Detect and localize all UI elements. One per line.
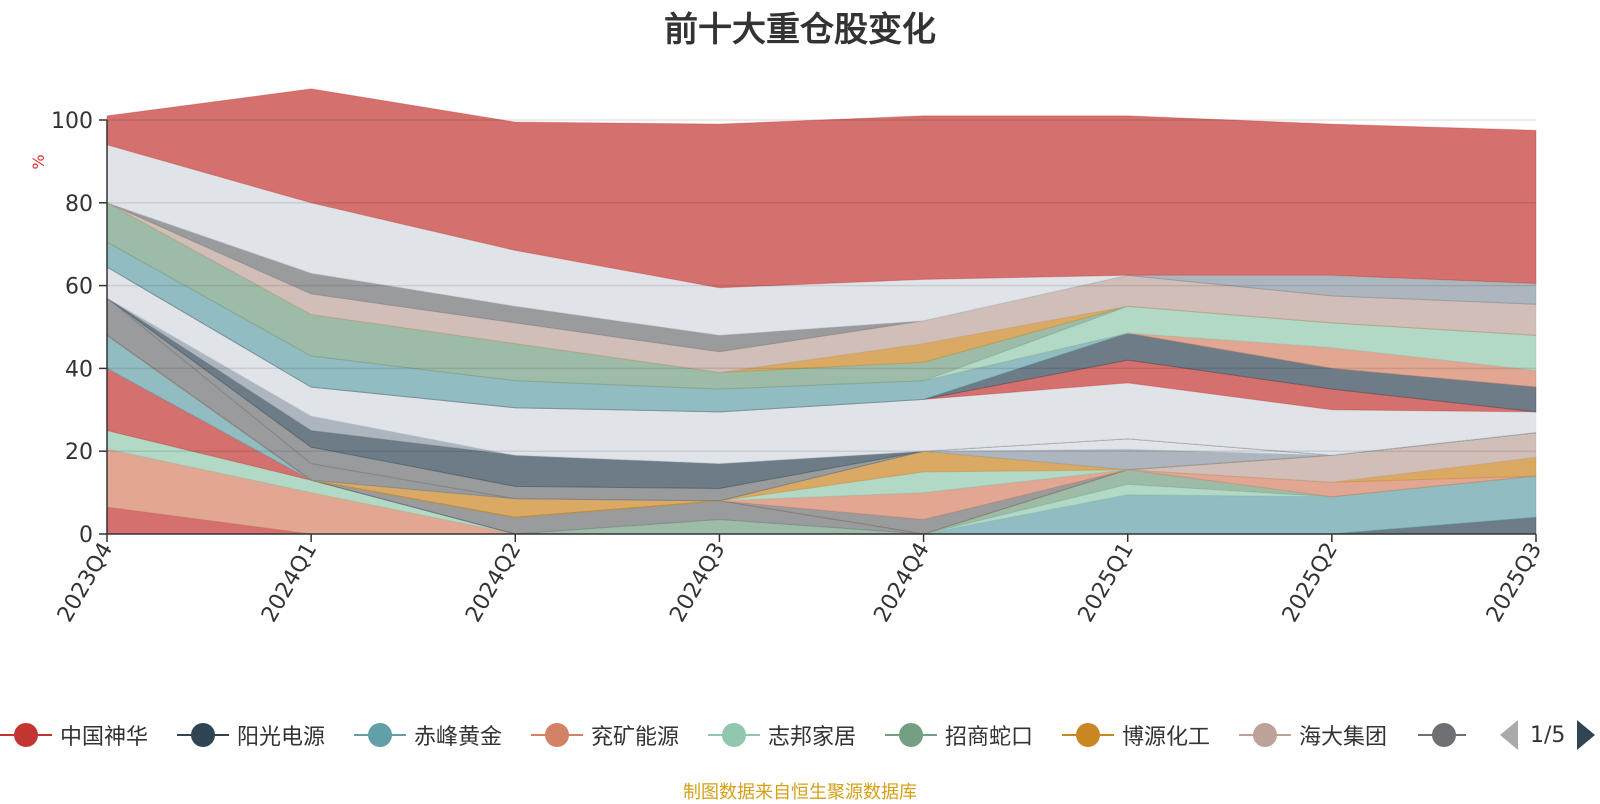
legend: 中国神华 阳光电源 赤峰黄金 兖矿能源 志邦家居 招商蛇口 博源化工 海大集团 i <box>0 715 1600 755</box>
legend-item-label: 招商蛇口 <box>945 725 1034 750</box>
y-tick-label: 0 <box>79 523 93 548</box>
legend-item-label: 志邦家居 <box>768 725 857 750</box>
grid-lines <box>107 119 1536 452</box>
legend-item-label: 中国神华 <box>60 725 149 750</box>
x-tick-label: 2025Q2 <box>1278 539 1343 627</box>
area-band-23[interactable] <box>106 296 1537 502</box>
legend-item-label: 兖矿能源 <box>591 725 680 750</box>
area-band-35[interactable] <box>106 202 1537 374</box>
legend-item[interactable]: 阳光电源 <box>177 715 325 755</box>
x-tick-label: 2024Q2 <box>461 539 526 627</box>
legend-item[interactable]: 招商蛇口 <box>885 715 1033 755</box>
legend-marker-icon <box>1432 723 1456 747</box>
x-tick-label: 2024Q4 <box>869 539 934 627</box>
legend-item[interactable]: 志邦家居 <box>708 715 856 755</box>
area-band-39[interactable] <box>106 88 1537 289</box>
legend-item-label: 赤峰黄金 <box>414 725 503 750</box>
y-tick-label: 60 <box>65 275 93 300</box>
legend-marker-icon <box>545 723 569 747</box>
legend-marker-icon <box>191 723 215 747</box>
area-band-37[interactable] <box>106 202 1537 336</box>
stacked-area-chart: 0 20 40 60 80 100 2023Q4 2024Q1 2024Q2 2024Q3 2024… <box>29 88 1547 627</box>
legend-pager: 1/5 <box>1500 719 1596 751</box>
legend-item[interactable]: 中国神华 <box>0 715 148 755</box>
area-band-31[interactable] <box>106 241 1537 390</box>
area-band-30[interactable] <box>106 241 1537 413</box>
legend-item[interactable]: 兖矿能源 <box>531 715 679 755</box>
legend-item[interactable]: 赤峰黄金 <box>354 715 502 755</box>
legend-next-page-icon[interactable] <box>1577 720 1596 750</box>
x-tick-label: 2024Q1 <box>257 539 322 627</box>
y-tick-label: 100 <box>51 109 93 134</box>
legend-item-label: 海大集团 <box>1299 725 1388 750</box>
chart-title: 前十大重仓股变化 <box>664 10 936 50</box>
x-tick-label: 2023Q4 <box>53 539 118 627</box>
source-note: 制图数据来自恒生聚源数据库 <box>683 782 917 803</box>
legend-page-indicator: 1/5 <box>1530 722 1566 748</box>
x-tick-label: 2025Q1 <box>1074 539 1139 627</box>
legend-item-label: 阳光电源 <box>237 725 326 750</box>
y-tick-label: 80 <box>65 192 93 217</box>
y-tick-label: 20 <box>65 440 93 465</box>
legend-marker-icon <box>722 723 746 747</box>
legend-marker-icon <box>1253 723 1277 747</box>
legend-prev-page-icon[interactable] <box>1500 720 1518 750</box>
x-tick-label: 2024Q3 <box>665 539 730 627</box>
x-tick-label: 2025Q3 <box>1482 539 1547 627</box>
legend-item-clipped[interactable]: i <box>1418 715 1466 755</box>
legend-item[interactable]: 海大集团 <box>1239 715 1387 755</box>
legend-item[interactable]: 博源化工 <box>1062 715 1210 755</box>
y-axis-unit-label: % <box>29 154 48 169</box>
area-band-32[interactable] <box>106 241 1537 390</box>
y-tick-label: 40 <box>65 357 93 382</box>
legend-marker-icon <box>899 723 923 747</box>
legend-marker-icon <box>14 723 38 747</box>
legend-marker-icon <box>1076 723 1100 747</box>
legend-item-label: 博源化工 <box>1122 725 1211 750</box>
area-series-group <box>106 88 1537 535</box>
area-band-27[interactable] <box>106 266 1537 465</box>
legend-marker-icon <box>368 723 392 747</box>
